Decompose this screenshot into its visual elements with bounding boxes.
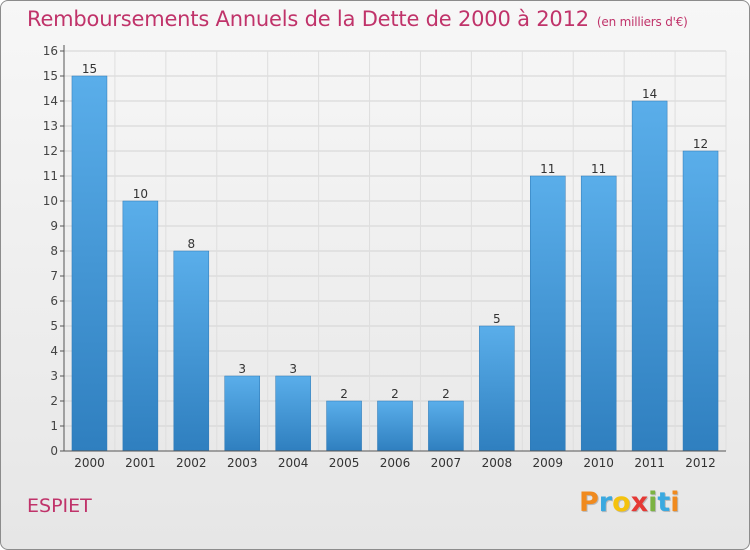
- bar-2010: [580, 175, 617, 452]
- value-label: 11: [591, 162, 606, 176]
- x-tick-label: 2003: [227, 456, 258, 470]
- value-label: 3: [289, 362, 297, 376]
- y-tick-label: 16: [43, 44, 58, 58]
- x-tick-label: 2000: [74, 456, 105, 470]
- logo-letter: t: [657, 487, 671, 518]
- y-tick-label: 0: [50, 444, 58, 458]
- x-tick-label: 2009: [532, 456, 563, 470]
- y-tick-label: 13: [43, 119, 58, 133]
- y-tick-label: 12: [43, 144, 58, 158]
- y-tick-label: 1: [50, 419, 58, 433]
- labels-layer: 15 10 8 3 3 2 2 2 5 11 11 14 12: [82, 62, 708, 401]
- title-text: Remboursements Annuels de la Dette de 20…: [27, 7, 589, 31]
- x-tick-label: 2006: [380, 456, 411, 470]
- bar-2009: [530, 175, 566, 452]
- value-label: 11: [540, 162, 555, 176]
- bar-2008: [479, 325, 515, 452]
- value-label: 8: [187, 237, 195, 251]
- value-label: 15: [82, 62, 97, 76]
- value-label: 10: [133, 187, 148, 201]
- bar-2002: [173, 250, 210, 452]
- value-label: 14: [642, 87, 657, 101]
- value-label: 2: [442, 387, 450, 401]
- y-tick-label: 5: [50, 319, 58, 333]
- unit-label: (en milliers d'€): [596, 15, 688, 29]
- x-tick-label: 2012: [685, 456, 716, 470]
- y-tick-label: 15: [43, 69, 58, 83]
- x-tick-label: 2005: [329, 456, 360, 470]
- bar-2000: [71, 75, 108, 452]
- y-tick-label: 14: [43, 94, 58, 108]
- logo-letter: i: [648, 487, 658, 518]
- value-label: 3: [238, 362, 246, 376]
- y-tick-label: 2: [50, 394, 58, 408]
- bar-2011: [631, 100, 668, 452]
- value-label: 12: [693, 137, 708, 151]
- y-tick-label: 10: [43, 194, 58, 208]
- y-tick-label: 8: [50, 244, 58, 258]
- bar-2003: [224, 375, 260, 452]
- value-label: 2: [340, 387, 348, 401]
- y-tick-label: 7: [50, 269, 58, 283]
- logo-letter: r: [598, 487, 613, 518]
- y-tick-label: 9: [50, 219, 58, 233]
- logo-letter: o: [612, 487, 631, 518]
- place-name: ESPIET: [27, 495, 92, 517]
- y-tick-label: 3: [50, 369, 58, 383]
- x-tick-label: 2010: [583, 456, 614, 470]
- bar-2012: [682, 150, 719, 452]
- x-tick-label: 2007: [431, 456, 462, 470]
- bars-layer: [71, 75, 719, 452]
- y-tick-label: 6: [50, 294, 58, 308]
- value-label: 5: [493, 312, 501, 326]
- x-tick-label: 2004: [278, 456, 309, 470]
- bar-2007: [428, 400, 464, 452]
- x-tick-label: 2011: [634, 456, 665, 470]
- x-tick-label: 2001: [125, 456, 156, 470]
- bar-2006: [377, 400, 413, 452]
- bar-2005: [326, 400, 362, 452]
- value-label: 2: [391, 387, 399, 401]
- y-tick-label: 11: [43, 169, 58, 183]
- bar-2001: [122, 200, 159, 452]
- bar-2004: [275, 375, 311, 452]
- chart-title: Remboursements Annuels de la Dette de 20…: [27, 7, 688, 31]
- x-tick-label: 2002: [176, 456, 207, 470]
- logo-letter: i: [670, 487, 680, 518]
- logo-letter: P: [579, 487, 599, 518]
- logo-letter: x: [630, 487, 649, 518]
- proxiti-logo: Proxiti: [579, 487, 680, 518]
- y-tick-label: 4: [50, 344, 58, 358]
- x-tick-label: 2008: [482, 456, 513, 470]
